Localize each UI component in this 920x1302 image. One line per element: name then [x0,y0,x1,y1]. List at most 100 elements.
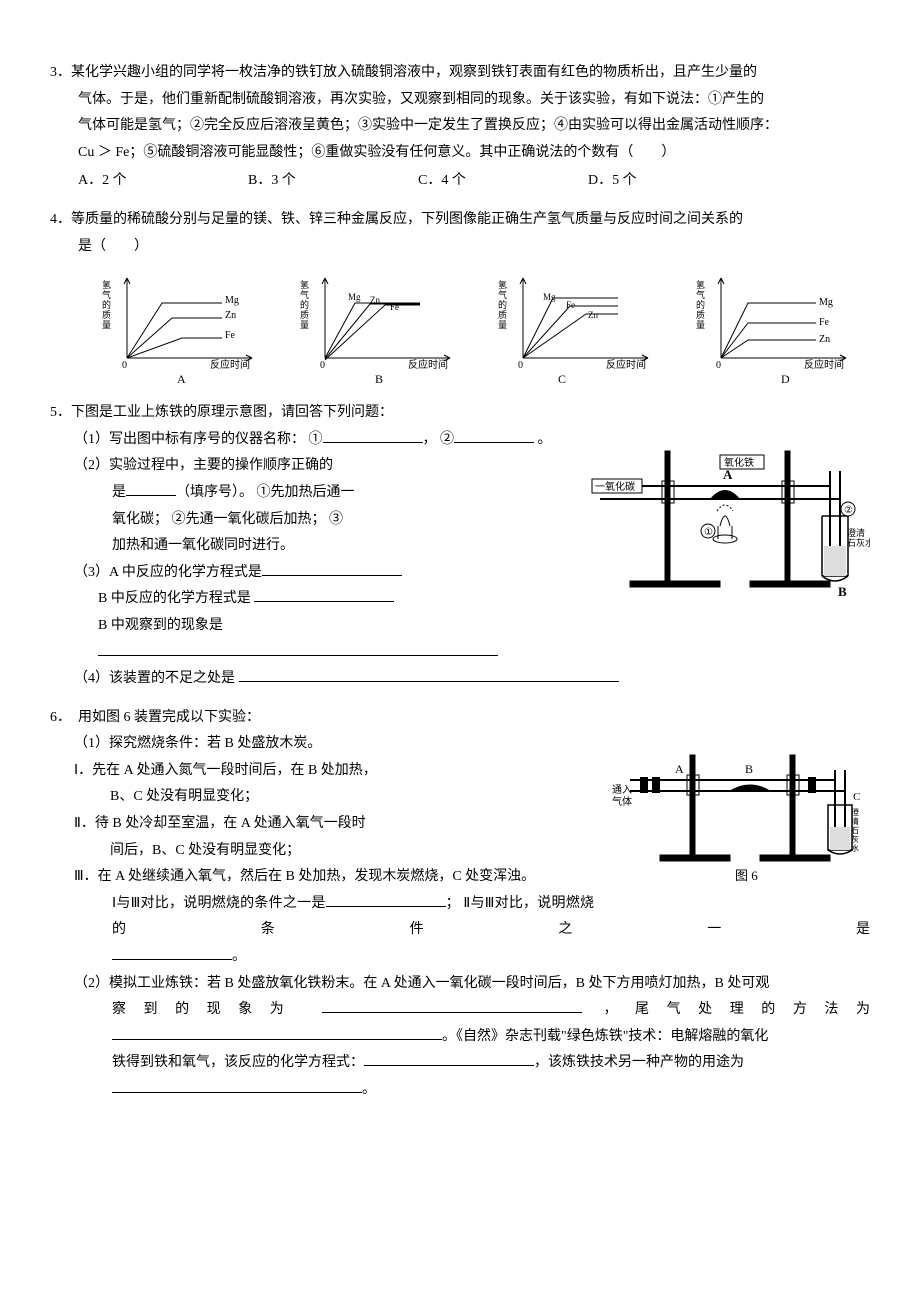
q4-line2: 是（ ） [50,234,870,261]
svg-text:通入: 通入 [612,784,632,796]
svg-text:清: 清 [851,816,859,826]
q3-text1: 某化学兴趣小组的同学将一枚洁净的铁钉放入硫酸铜溶液中，观察到铁钉表面有红色的物质… [71,65,757,80]
svg-text:水: 水 [851,843,859,853]
svg-text:Fe: Fe [390,302,399,312]
q3-num: 3． [50,65,71,80]
svg-text:Mg: Mg [819,297,833,308]
chart-c-xlabel: 反应时间 [606,358,646,371]
q5-mark2: ② [844,505,853,516]
svg-text:澄清: 澄清 [847,527,865,538]
blank[interactable] [364,1051,534,1066]
svg-text:气: 气 [300,289,309,300]
chart-a: 氢 气的 质量 0 反应时间 Mg Zn Fe A [92,268,262,388]
q6-p2b: 察到的现象为 ，尾气处理的方法为 [50,997,870,1024]
svg-text:Zn: Zn [225,310,236,321]
q3-opt-a[interactable]: A．2 个 [78,168,248,195]
svg-text:0: 0 [518,360,523,371]
svg-text:量: 量 [102,320,111,330]
q6-intro: 6． 用如图 6 装置完成以下实验： [50,705,870,732]
question-5: 5．下图是工业上炼铁的原理示意图，请回答下列问题： [50,400,870,693]
svg-text:氢: 氢 [300,279,309,290]
chart-b: 氢气 的质 量 0 反应时间 Mg Zn Fe B [290,268,460,388]
blank[interactable] [326,892,446,907]
blank[interactable] [262,561,402,576]
svg-text:气体: 气体 [612,795,632,808]
blank[interactable] [454,428,534,443]
svg-text:Zn: Zn [588,310,598,320]
svg-text:的: 的 [300,299,309,310]
q5-num: 5． [50,405,71,420]
blank[interactable] [98,641,498,656]
svg-text:石: 石 [851,826,859,835]
svg-text:石灰水: 石灰水 [847,537,870,548]
chart-c-label: C [558,372,566,386]
q3-line3: 气体可能是氢气；②完全反应后溶液呈黄色；③实验中一定发生了置换反应；④由实验可以… [50,113,870,140]
svg-text:Fe: Fe [819,317,830,328]
blank[interactable] [239,667,619,682]
q6-markA: A [675,762,684,776]
svg-text:质: 质 [300,309,309,320]
svg-text:澄: 澄 [851,807,859,817]
q4-line1: 4．等质量的稀硫酸分别与足量的镁、铁、锌三种金属反应，下列图像能正确生产氢气质量… [50,207,870,234]
blank[interactable] [322,998,582,1013]
q4-num: 4． [50,212,71,227]
svg-text:0: 0 [716,360,721,371]
svg-text:氢: 氢 [696,279,705,290]
q4-text1: 等质量的稀硫酸分别与足量的镁、铁、锌三种金属反应，下列图像能正确生产氢气质量与反… [71,212,743,227]
q5-markA: A [723,467,733,482]
svg-text:质: 质 [102,309,111,320]
svg-text:的: 的 [498,299,507,310]
blank[interactable] [254,587,394,602]
svg-text:质: 质 [498,309,507,320]
q4-charts: 氢 气的 质量 0 反应时间 Mg Zn Fe A 氢气 的质 量 0 反应时间… [50,268,870,388]
svg-text:氢: 氢 [498,279,507,290]
chart-d: 氢气 的质 量 0 反应时间 Mg Fe Zn D [686,268,856,388]
svg-text:Mg: Mg [348,292,361,302]
svg-text:气: 气 [102,289,111,300]
svg-text:的: 的 [102,299,111,310]
svg-text:Mg: Mg [543,292,556,302]
chart-d-xlabel: 反应时间 [804,358,844,371]
q6-caption: 图 6 [735,868,758,883]
svg-text:0: 0 [320,360,325,371]
q3-line4: Cu ＞ Fe；⑤硫酸铜溶液可能显酸性；⑥重做实验没有任何意义。其中正确说法的个… [50,140,870,167]
q6-p2end: 。 [50,1077,870,1104]
q3-opt-c[interactable]: C．4 个 [418,168,588,195]
svg-text:Fe: Fe [225,330,236,341]
svg-text:气: 气 [696,289,705,300]
q5-co-label: 一氧化碳 [595,480,635,493]
svg-text:量: 量 [696,320,705,330]
svg-text:Fe: Fe [566,300,575,310]
svg-text:Mg: Mg [225,295,239,306]
blank[interactable] [112,945,232,960]
question-4: 4．等质量的稀硫酸分别与足量的镁、铁、锌三种金属反应，下列图像能正确生产氢气质量… [50,207,870,388]
svg-text:的: 的 [696,299,705,310]
blank[interactable] [112,1025,442,1040]
chart-b-label: B [375,372,383,386]
chart-b-xlabel: 反应时间 [408,358,448,371]
q6-p2c: 。《自然》杂志刊载"绿色炼铁"技术：电解熔融的氧化 [50,1024,870,1051]
chart-d-label: D [781,372,790,386]
q3-opt-b[interactable]: B．3 个 [248,168,418,195]
question-6: 6． 用如图 6 装置完成以下实验： 通入 [50,705,870,1104]
svg-text:气: 气 [498,289,507,300]
question-3: 3．某化学兴趣小组的同学将一枚洁净的铁钉放入硫酸铜溶液中，观察到铁钉表面有红色的… [50,60,870,195]
q6-figure: 通入 气体 A B C 澄 清 石 灰 水 图 6 [610,735,870,906]
q6-p2d: 铁得到铁和氧气，该反应的化学方程式：，该炼铁技术另一种产物的用途为 [50,1050,870,1077]
q3-opt-d[interactable]: D．5 个 [588,168,758,195]
q3-line1: 3．某化学兴趣小组的同学将一枚洁净的铁钉放入硫酸铜溶液中，观察到铁钉表面有红色的… [50,60,870,87]
svg-text:Zn: Zn [370,295,380,305]
q6-markB: B [745,762,753,776]
chart-a-ylabel: 氢 [102,279,111,290]
svg-text:灰: 灰 [851,834,859,844]
q6-p2a: （2）模拟工业炼铁：若 B 处盛放氧化铁粉末。在 A 处通入一氧化碳一段时间后，… [50,971,870,998]
chart-a-xlabel: 反应时间 [210,358,250,371]
q6-cmp-end: 。 [50,944,870,971]
chart-a-label: A [177,372,186,386]
blank[interactable] [323,428,423,443]
svg-text:0: 0 [122,360,127,371]
blank[interactable] [112,1078,362,1093]
blank[interactable] [126,481,176,496]
svg-text:Zn: Zn [819,334,830,345]
q5-figure: 一氧化碳 氧化铁 澄清 石灰水 ① A ② B [590,431,870,622]
